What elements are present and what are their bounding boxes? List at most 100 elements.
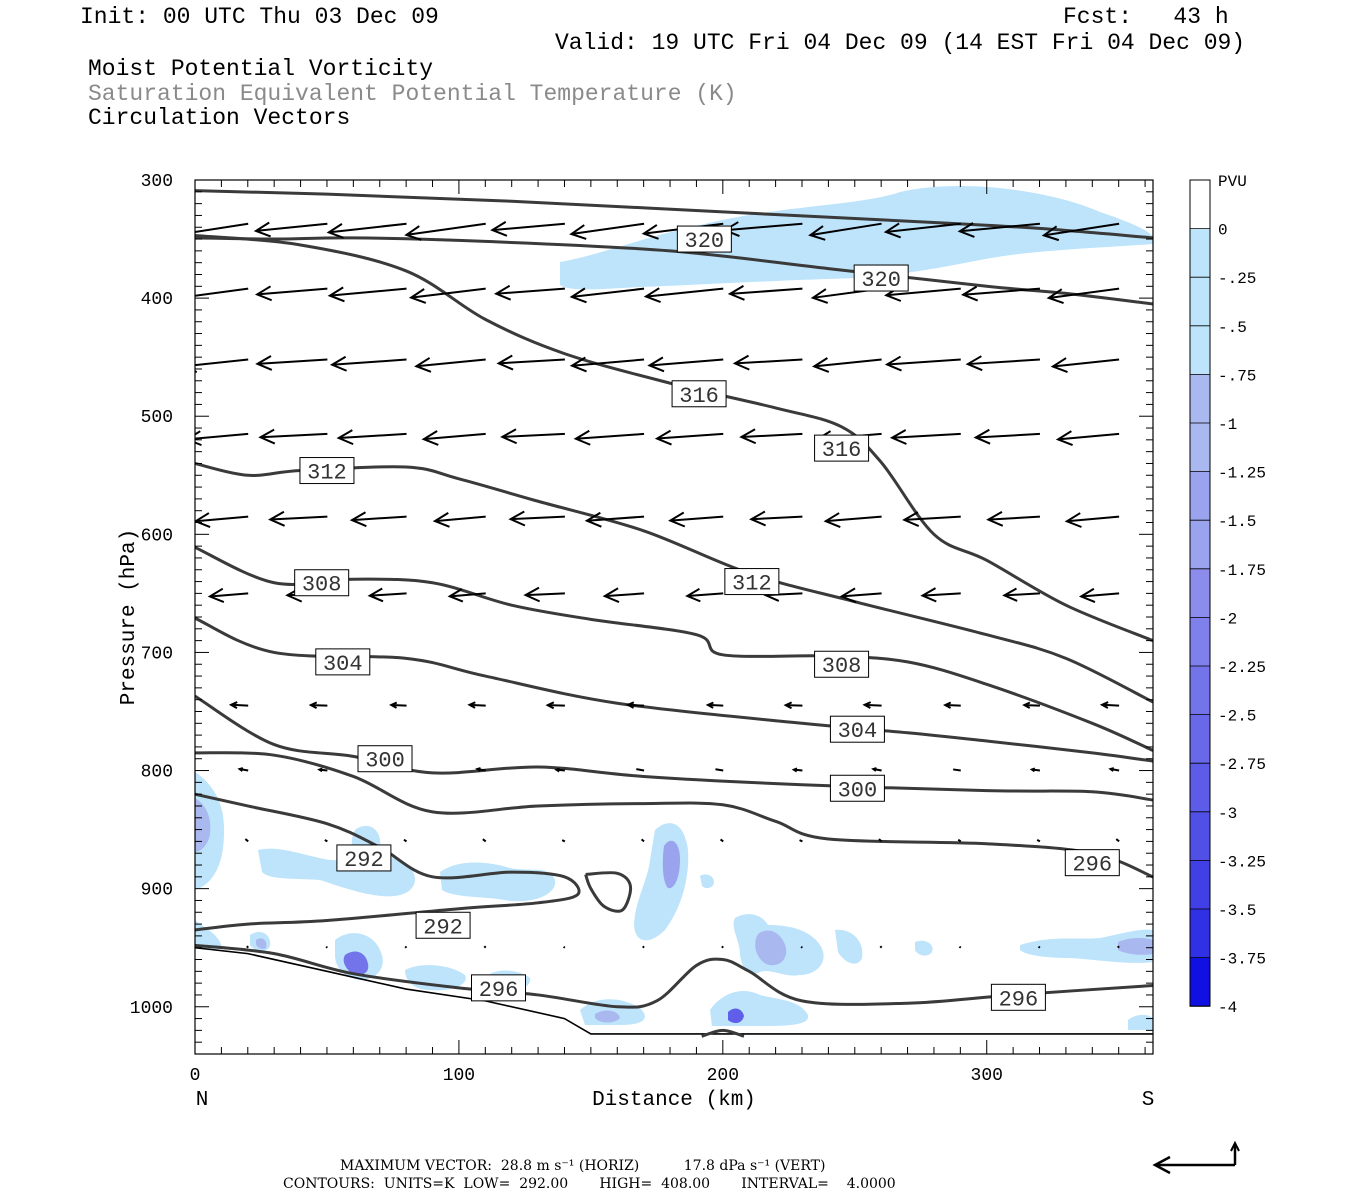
y-tick-label: 300: [141, 172, 173, 192]
pv-region: [700, 874, 714, 889]
contour-label: 296: [479, 978, 519, 1003]
colorbar-swatch: [1190, 374, 1210, 423]
vector-arrowhead: [749, 510, 767, 527]
circulation-vector: [864, 703, 882, 707]
y-axis-label: Pressure (hPa): [118, 529, 141, 705]
circulation-vector: [879, 945, 883, 949]
colorbar-label: -2.75: [1218, 756, 1266, 774]
contour-label-box: [990, 983, 1046, 1011]
circulation-vector: [959, 222, 1041, 233]
colorbar-label: -1.5: [1218, 513, 1256, 531]
circulation-vector: [328, 222, 407, 234]
contour-line: [195, 234, 1153, 643]
circulation-vector: [482, 838, 487, 843]
contour-label: 304: [838, 719, 878, 744]
contour-labels: 320 320 316 316 312 312 308 308 304 304 300 300 296 2…: [294, 225, 1120, 1012]
colorbar-label: -4: [1218, 999, 1237, 1017]
contour-label-box: [315, 648, 371, 676]
vector-arrowhead: [228, 701, 238, 709]
circulation-vector: [975, 432, 1040, 439]
vector-arrowhead: [1022, 701, 1031, 709]
vector-arrowhead: [823, 512, 841, 528]
circulation-vector: [1115, 838, 1120, 843]
circulation-vector: [642, 945, 645, 949]
circulation-vector: [628, 703, 645, 707]
colorbar-label: -3.25: [1218, 853, 1266, 871]
x-tick-label: 100: [443, 1066, 475, 1086]
x-end-label-north: N: [196, 1089, 209, 1112]
circulation-vector: [922, 592, 961, 597]
circulation-vector: [878, 838, 883, 843]
circulation-vector: [270, 515, 328, 521]
circulation-vector: [707, 703, 724, 707]
circulation-vector: [492, 222, 565, 232]
terrain: [195, 946, 1153, 1035]
circulation-vector: [571, 358, 645, 367]
contour-line: [195, 751, 1153, 879]
x-axis-label: Distance (km): [592, 1089, 756, 1112]
contour-label-box: [294, 569, 350, 597]
vector-arrowhead: [255, 355, 273, 371]
contour-label: 320: [685, 229, 725, 254]
x-end-label-south: S: [1142, 1089, 1155, 1112]
vector-arrowhead: [986, 510, 1004, 527]
circulation-vector: [885, 222, 961, 233]
circulation-vector: [406, 222, 486, 236]
colorbar-swatch: [1190, 811, 1210, 861]
vector-arrowhead: [1108, 767, 1115, 772]
circulation-vector: [892, 432, 961, 439]
circulation-vector: [571, 287, 645, 298]
circulation-vector: [988, 515, 1040, 521]
circulation-vector: [825, 515, 882, 523]
circulation-vector: [260, 432, 328, 439]
colorbar-label: -.25: [1218, 270, 1256, 288]
circulation-vector: [498, 358, 565, 365]
vector-arrowhead: [625, 701, 635, 709]
circulation-vector: [525, 592, 565, 597]
circulation-vector: [636, 768, 645, 772]
vector-arrowhead: [545, 701, 555, 710]
vector-arrowhead: [336, 429, 354, 446]
pv-region: [662, 840, 680, 889]
colorbar-label: -3.75: [1218, 951, 1266, 969]
y-tick-label: 800: [141, 763, 173, 783]
vector-arrowhead: [871, 767, 877, 772]
pv-region: [595, 1010, 620, 1023]
plot-frame: [194, 179, 1154, 1055]
pv-region: [710, 990, 809, 1026]
vector-arrowhead: [810, 288, 829, 304]
contour-label-box: [829, 715, 885, 743]
pv-region: [560, 185, 1153, 290]
circulation-vector: [640, 838, 645, 843]
contour-label-box: [829, 774, 885, 802]
pv-region: [1118, 938, 1153, 955]
vector-arrowhead: [467, 701, 476, 709]
y-tick-label: 400: [141, 290, 173, 310]
vector-arrowhead: [584, 511, 602, 528]
vector-arrowhead: [253, 221, 272, 238]
vector-arrowhead: [1041, 225, 1060, 242]
vector-arrowhead: [1002, 587, 1018, 602]
contour-label-box: [357, 745, 413, 773]
vector-arrowhead: [1050, 357, 1068, 373]
vector-arrowhead: [647, 356, 665, 373]
vector-arrowhead: [732, 354, 750, 371]
colorbar-label: -2.5: [1218, 708, 1256, 726]
theta-es-contours: [195, 189, 1153, 1038]
vector-arrowhead: [1055, 430, 1073, 447]
pv-region: [1020, 929, 1153, 963]
circulation-vector: [469, 703, 486, 707]
vector-arrowhead: [942, 701, 952, 709]
circulation-vector: [561, 839, 566, 843]
circulation-vector: [1102, 703, 1120, 707]
circulation-vector: [604, 592, 645, 598]
circulation-vector: [724, 222, 803, 232]
vector-arrowhead: [508, 510, 526, 527]
circulation-vector: [967, 358, 1040, 366]
vector-arrowhead: [496, 354, 514, 371]
x-tick-label: 200: [707, 1066, 739, 1086]
circulation-vector: [957, 838, 962, 843]
vector-arrowhead: [326, 223, 344, 239]
vector-arrowhead: [421, 430, 439, 446]
vector-arrowhead: [349, 511, 367, 528]
